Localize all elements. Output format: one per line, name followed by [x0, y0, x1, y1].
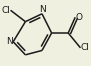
Text: Cl: Cl — [2, 6, 11, 15]
Text: O: O — [75, 13, 82, 22]
Text: N: N — [6, 37, 13, 46]
Text: N: N — [39, 5, 45, 14]
Text: Cl: Cl — [80, 43, 89, 52]
